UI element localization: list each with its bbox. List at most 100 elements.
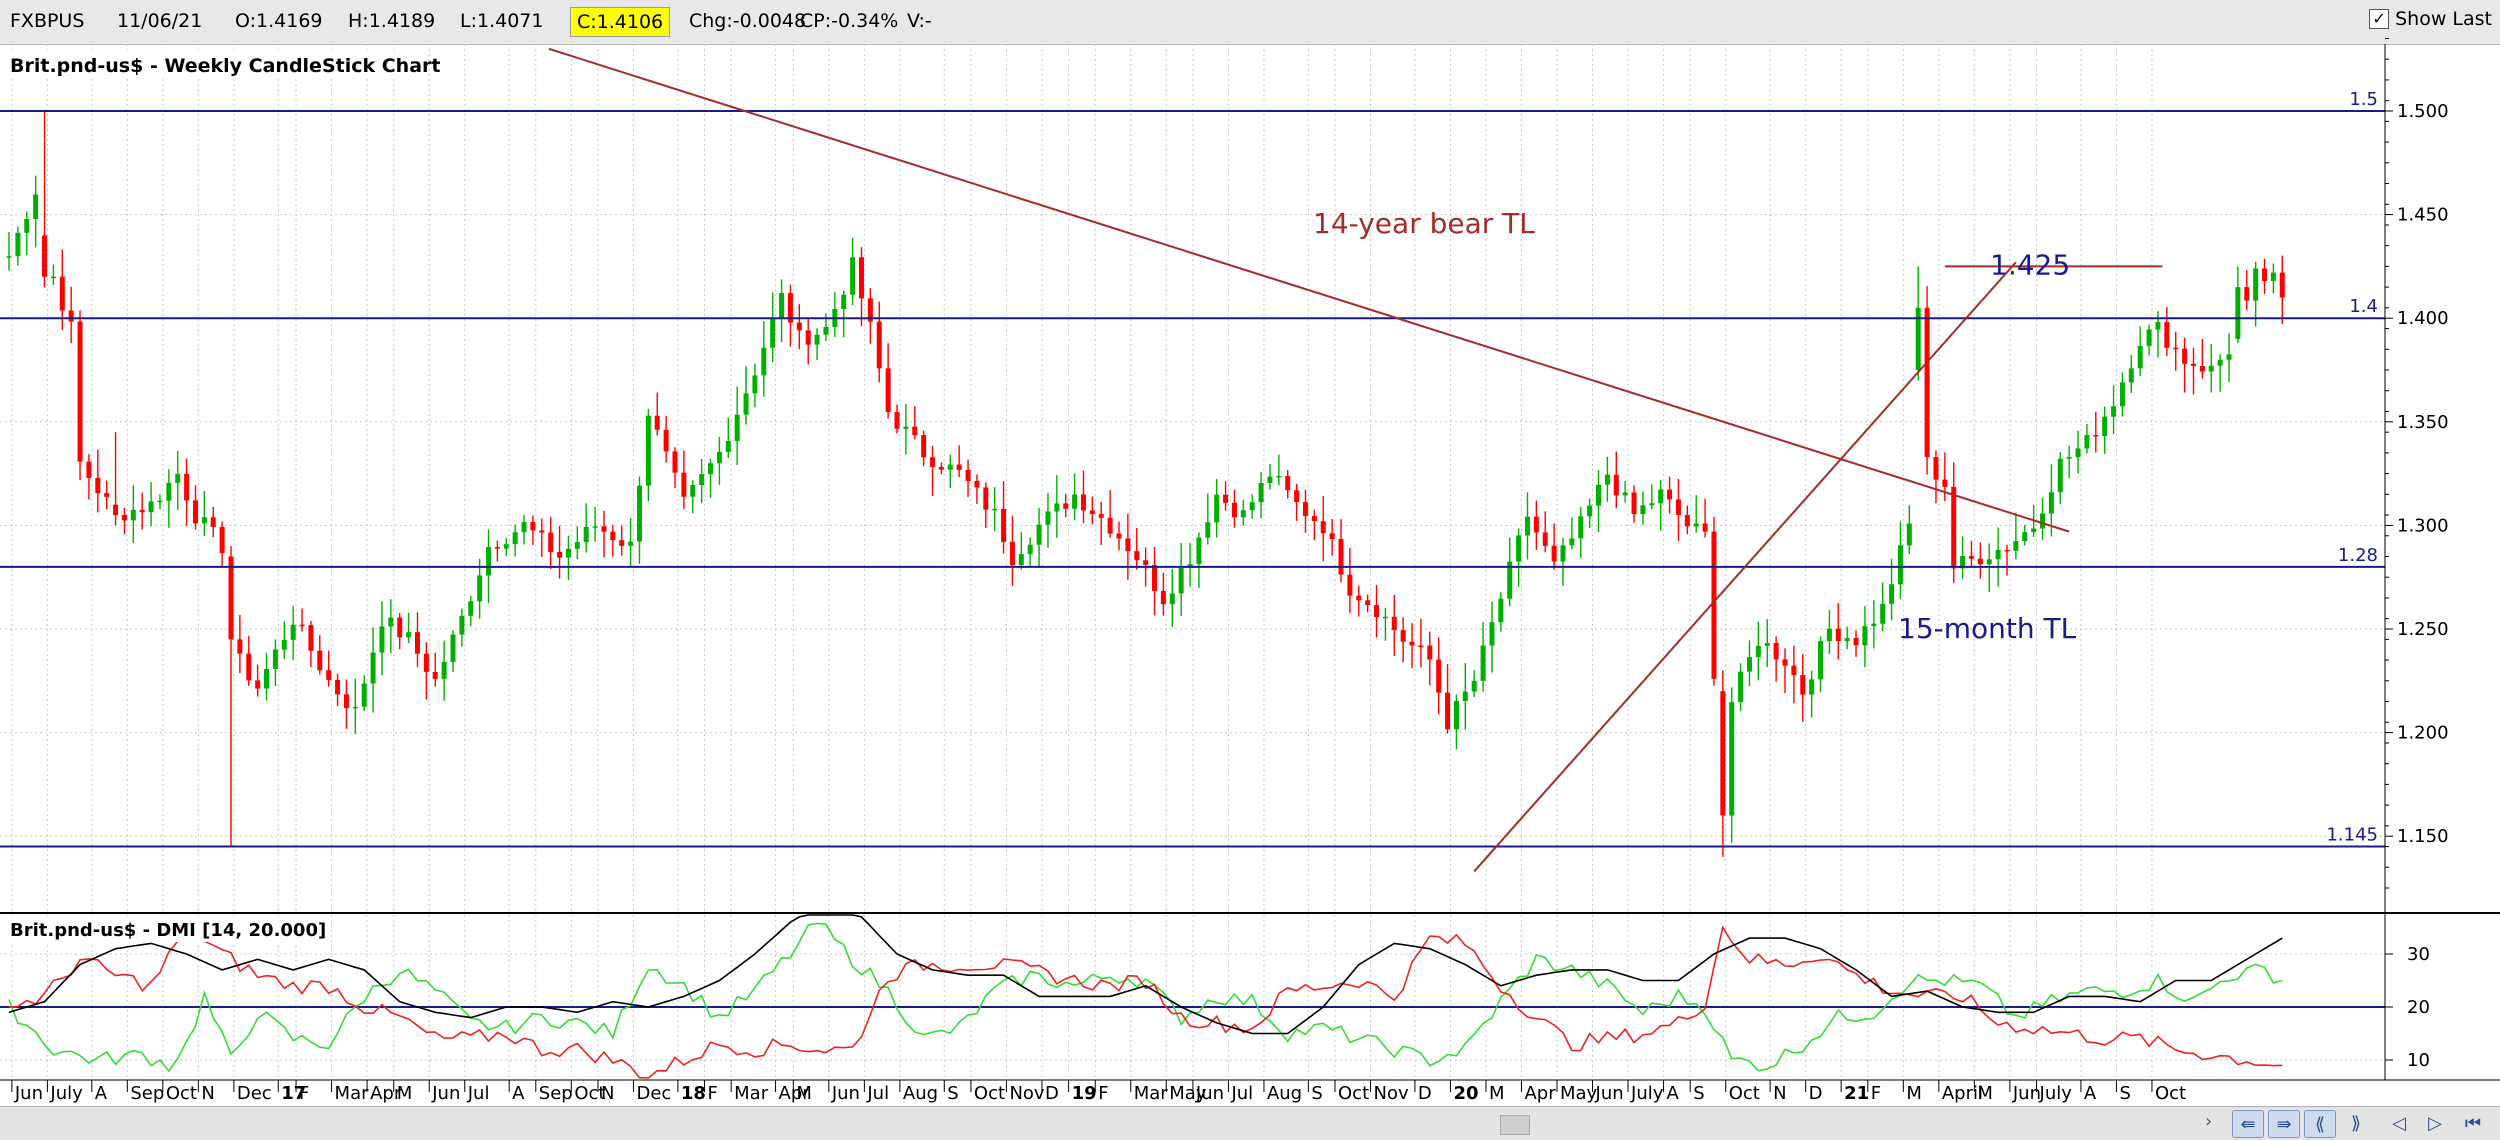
candle-body <box>95 477 101 494</box>
dmi-series-line <box>8 914 2283 1035</box>
candle-body <box>1773 642 1779 660</box>
time-label: N <box>601 1083 614 1104</box>
time-label: F <box>1098 1083 1108 1104</box>
time-label: F <box>1871 1083 1881 1104</box>
candle-body <box>956 464 962 470</box>
chart-title: Brit.pnd-us$ - Weekly CandleStick Chart <box>10 55 440 77</box>
price-label: 1.150 <box>2397 826 2449 847</box>
candle-body <box>121 515 127 521</box>
candle-body <box>1880 603 1886 624</box>
candle-body <box>1063 503 1069 509</box>
candle-body <box>2262 268 2268 282</box>
show-last-checkbox[interactable]: ✓ <box>2369 9 2390 29</box>
candle-body <box>708 463 714 475</box>
zoom-in-icon[interactable]: ⇛ <box>2268 1110 2300 1138</box>
scroll-right-fast-icon[interactable]: ⟫ <box>2350 1112 2361 1134</box>
candle-body <box>2137 345 2143 369</box>
time-label: M <box>1906 1083 1922 1104</box>
candle-body <box>965 469 971 481</box>
candle-body <box>557 551 563 558</box>
time-label: April <box>1942 1083 1983 1104</box>
candle-body <box>1596 484 1602 506</box>
candle-body <box>1489 622 1495 646</box>
candle-body <box>264 668 270 689</box>
candle-body <box>1240 510 1246 518</box>
candle-body <box>690 485 696 497</box>
candle-body <box>1347 574 1353 596</box>
time-label: N <box>201 1083 214 1104</box>
candle-body <box>1143 560 1149 565</box>
candle-body <box>255 680 261 689</box>
go-to-start-icon[interactable]: ⏮ <box>2464 1112 2482 1134</box>
candle-body <box>716 451 722 464</box>
candle-body <box>1862 626 1868 646</box>
bottom-scrollbar: › ⇚ ⇛ ⟪ ⟫ ◁ ▷ ⏮ <box>0 1106 2500 1140</box>
candle-body <box>592 526 598 528</box>
candle-body <box>867 298 873 322</box>
time-label: Oct <box>2155 1083 2186 1104</box>
time-label: May <box>1560 1083 1598 1104</box>
show-last-toggle[interactable]: ✓ Show Last <box>2369 8 2492 30</box>
candle-body <box>841 294 847 309</box>
candle-body <box>796 322 802 331</box>
candle-body <box>237 639 243 654</box>
time-label: M <box>796 1083 812 1104</box>
candle-body <box>1072 494 1078 509</box>
candle-body <box>1125 538 1131 552</box>
candle-body <box>1853 637 1859 646</box>
bear-tl-label: 14-year bear TL <box>1313 207 1535 240</box>
scroll-left-fast-icon[interactable]: ⟪ <box>2304 1110 2336 1138</box>
step-left-icon[interactable]: ◁ <box>2392 1112 2406 1134</box>
candle-body <box>1942 479 1948 487</box>
dmi-series-line <box>8 919 2283 1079</box>
time-label: S <box>1693 1083 1704 1104</box>
candle-body <box>343 694 349 708</box>
candle-body <box>2048 492 2054 514</box>
candle-body <box>645 415 651 486</box>
candle-body <box>1134 551 1140 561</box>
candle-body <box>24 219 30 233</box>
candle-body <box>1960 556 1966 569</box>
candle-body <box>885 368 891 413</box>
candle-body <box>326 670 332 680</box>
candle-body <box>1427 645 1433 660</box>
high-value: H:1.4189 <box>348 10 436 32</box>
candle-body <box>983 487 989 510</box>
time-label: Oct <box>166 1083 197 1104</box>
step-right-icon[interactable]: ▷ <box>2428 1112 2442 1134</box>
candle-body <box>938 466 944 470</box>
price-label: 1.450 <box>2397 205 2449 226</box>
candle-body <box>1844 637 1850 642</box>
scroll-right-arrow-icon[interactable]: › <box>2205 1111 2213 1132</box>
candle-body <box>734 414 740 442</box>
candle-body <box>1054 503 1060 512</box>
time-label: S <box>2119 1083 2130 1104</box>
candle-body <box>858 257 864 299</box>
candle-body <box>210 517 216 527</box>
candle-body <box>130 509 136 521</box>
candle-body <box>894 412 900 429</box>
zoom-out-icon[interactable]: ⇚ <box>2232 1110 2264 1138</box>
price-label: 1.350 <box>2397 412 2449 433</box>
candle-body <box>1453 700 1459 730</box>
time-label: Mar <box>335 1083 370 1104</box>
candle-body <box>1516 535 1522 562</box>
candle-body <box>2022 532 2028 542</box>
show-last-label: Show Last <box>2395 8 2492 30</box>
candle-body <box>290 624 296 640</box>
candle-body <box>1800 675 1806 695</box>
time-label: Jul <box>1230 1083 1253 1104</box>
candle-body <box>1986 559 1992 565</box>
candle-body <box>423 653 429 672</box>
time-label: D <box>1809 1083 1823 1104</box>
scrollbar-thumb[interactable] <box>1500 1115 1530 1135</box>
candle-body <box>1320 521 1326 534</box>
candle-body <box>1933 457 1939 480</box>
time-label: 21 <box>1844 1083 1869 1104</box>
candle-body <box>2102 416 2108 437</box>
candle-body <box>246 653 252 681</box>
candles-layer <box>6 111 2285 857</box>
candle-body <box>361 683 367 707</box>
time-label: Dec <box>636 1083 671 1104</box>
candle-body <box>1214 494 1220 523</box>
